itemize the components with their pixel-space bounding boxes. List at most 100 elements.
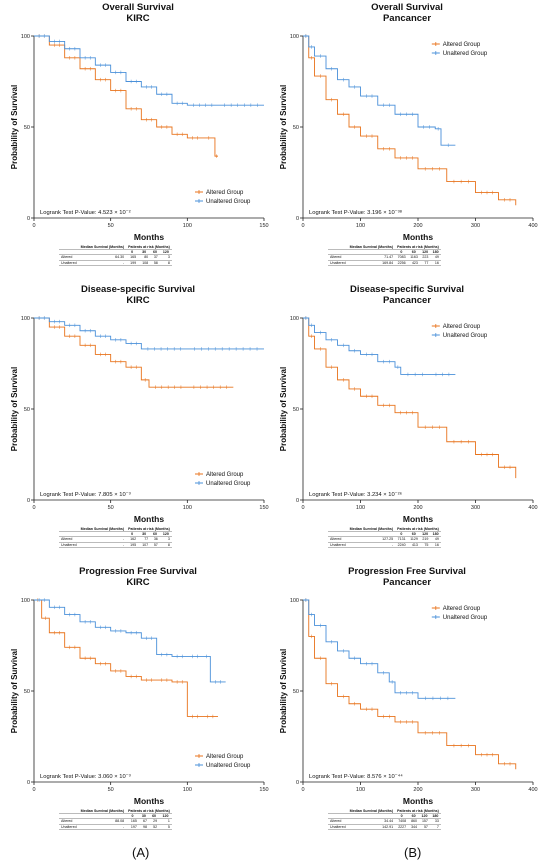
chart-title: Progression Free Survival bbox=[79, 566, 197, 577]
p-value: Logrank Test P-Value: 7.805 × 10⁻³ bbox=[40, 492, 131, 498]
median-header: Median Survival (Months) bbox=[78, 527, 127, 533]
altered-curve bbox=[303, 317, 517, 479]
risk-time: 120 bbox=[419, 531, 431, 538]
legend-unaltered: Unaltered Group bbox=[431, 615, 488, 621]
risk-count: 157 bbox=[419, 818, 430, 825]
risk-count: 16 bbox=[430, 260, 441, 266]
median-value: - bbox=[78, 542, 127, 548]
risk-time: 180 bbox=[430, 531, 441, 538]
y-axis-label: Probability of Survival bbox=[279, 649, 288, 733]
panel-pfs-kirc: Progression Free Survival KIRC 0 50 100 0 50 10… bbox=[8, 566, 269, 832]
risk-row: Unaltered -197 98 52 5 bbox=[59, 824, 172, 830]
risk-count: 7083 bbox=[395, 254, 408, 261]
y-tick-label: 100 bbox=[290, 34, 299, 40]
patients-header: Patients at risk (Months) bbox=[395, 245, 441, 251]
figure-label-a: (A) bbox=[132, 845, 150, 860]
x-tick-label: 300 bbox=[471, 787, 480, 793]
group-name: Altered bbox=[328, 254, 348, 261]
risk-table: Median Survival (Months) Patients at risk… bbox=[59, 245, 172, 266]
median-value: 71.47 bbox=[347, 254, 396, 261]
p-value: Logrank Test P-Value: 8.576 × 10⁻⁴⁴ bbox=[309, 773, 403, 780]
x-tick-label: 150 bbox=[259, 223, 268, 229]
risk-count: 7131 bbox=[395, 536, 408, 543]
legend-label: Altered Group bbox=[206, 754, 244, 760]
risk-time: 120 bbox=[159, 531, 172, 538]
legend-label: Altered Group bbox=[443, 606, 481, 612]
risk-time: 120 bbox=[159, 249, 172, 256]
median-value: - bbox=[347, 542, 396, 548]
y-axis-label: Probability of Survival bbox=[279, 85, 288, 169]
panel-dss-pan: Disease-specific Survival Pancancer 0 50 100… bbox=[277, 284, 538, 550]
chart-subtitle: Pancancer bbox=[382, 295, 432, 306]
x-tick-label: 0 bbox=[32, 787, 35, 793]
risk-time: 60 bbox=[150, 249, 160, 256]
risk-time: 60 bbox=[408, 813, 420, 820]
legend-altered: Altered Group bbox=[431, 606, 481, 612]
x-tick-label: 400 bbox=[528, 787, 537, 793]
legend-label: Altered Group bbox=[443, 324, 481, 330]
patients-header: Patients at risk (Months) bbox=[126, 527, 172, 533]
legend-unaltered: Unaltered Group bbox=[195, 199, 251, 205]
legend-label: Altered Group bbox=[206, 472, 244, 478]
risk-count: 423 bbox=[407, 260, 420, 266]
median-header: Median Survival (Months) bbox=[347, 527, 396, 533]
y-tick-label: 0 bbox=[27, 216, 30, 222]
x-tick-label: 50 bbox=[108, 505, 114, 511]
risk-count: 413 bbox=[407, 542, 420, 548]
risk-row: Altered 34.44 7408 860 157 33 bbox=[328, 818, 441, 825]
risk-time: 60 bbox=[148, 813, 160, 820]
risk-time: 60 bbox=[150, 531, 160, 538]
patients-header: Patients at risk (Months) bbox=[395, 809, 441, 815]
patients-header: Patients at risk (Months) bbox=[126, 809, 172, 815]
km-plot: 0 50 100 0 50 100 150 Months Probability of Surv… bbox=[10, 316, 269, 524]
risk-count: 8 bbox=[159, 542, 172, 548]
risk-count: 2227 bbox=[395, 824, 409, 830]
x-tick-label: 100 bbox=[183, 787, 192, 793]
x-tick-label: 100 bbox=[183, 223, 192, 229]
x-tick-label: 100 bbox=[183, 505, 192, 511]
x-tick-label: 50 bbox=[108, 787, 114, 793]
group-name: Unaltered bbox=[59, 824, 79, 830]
legend-unaltered: Unaltered Group bbox=[431, 333, 488, 339]
y-tick-label: 0 bbox=[296, 498, 299, 504]
risk-count: 49 bbox=[430, 536, 441, 543]
unaltered-curve bbox=[303, 317, 456, 375]
risk-count: 860 bbox=[408, 818, 420, 825]
group-name: Altered bbox=[59, 254, 79, 261]
risk-time: 120 bbox=[159, 813, 172, 820]
x-axis-label: Months bbox=[403, 232, 433, 242]
x-axis-label: Months bbox=[134, 514, 164, 524]
x-tick-label: 0 bbox=[32, 505, 35, 511]
risk-count: 3 bbox=[159, 536, 172, 543]
risk-count: 344 bbox=[408, 824, 420, 830]
chart-title: Progression Free Survival bbox=[348, 566, 466, 577]
risk-time: 0 bbox=[126, 249, 139, 256]
risk-count: 37 bbox=[150, 254, 160, 261]
x-tick-label: 0 bbox=[32, 223, 35, 229]
unaltered-curve bbox=[303, 35, 456, 146]
chart-title: Overall Survival bbox=[371, 2, 443, 13]
median-header: Median Survival (Months) bbox=[347, 809, 396, 815]
risk-time: 60 bbox=[407, 249, 420, 256]
risk-time: 0 bbox=[395, 813, 409, 820]
risk-count: 197 bbox=[126, 824, 139, 830]
risk-count: 195 bbox=[126, 542, 139, 548]
y-tick-label: 100 bbox=[290, 598, 299, 604]
risk-table: Median Survival (Months) Patients at risk… bbox=[59, 809, 172, 830]
chart-subtitle: Pancancer bbox=[382, 13, 432, 24]
patients-header: Patients at risk (Months) bbox=[126, 245, 172, 251]
risk-row: Altered 64.30 165 80 37 3 bbox=[59, 254, 172, 261]
risk-time: 180 bbox=[430, 249, 441, 256]
x-tick-label: 0 bbox=[301, 223, 304, 229]
legend-label: Altered Group bbox=[443, 42, 481, 48]
median-value: 169.84 bbox=[347, 260, 396, 266]
risk-row: Unaltered -2240 413 75 16 bbox=[328, 542, 441, 548]
x-tick-label: 300 bbox=[471, 505, 480, 511]
group-name: Altered bbox=[59, 818, 79, 825]
median-value: 142.91 bbox=[347, 824, 396, 830]
chart-subtitle: KIRC bbox=[126, 13, 150, 24]
legend-altered: Altered Group bbox=[195, 190, 244, 196]
y-tick-label: 0 bbox=[27, 780, 30, 786]
x-tick-label: 200 bbox=[413, 223, 422, 229]
risk-count: 36 bbox=[150, 536, 160, 543]
